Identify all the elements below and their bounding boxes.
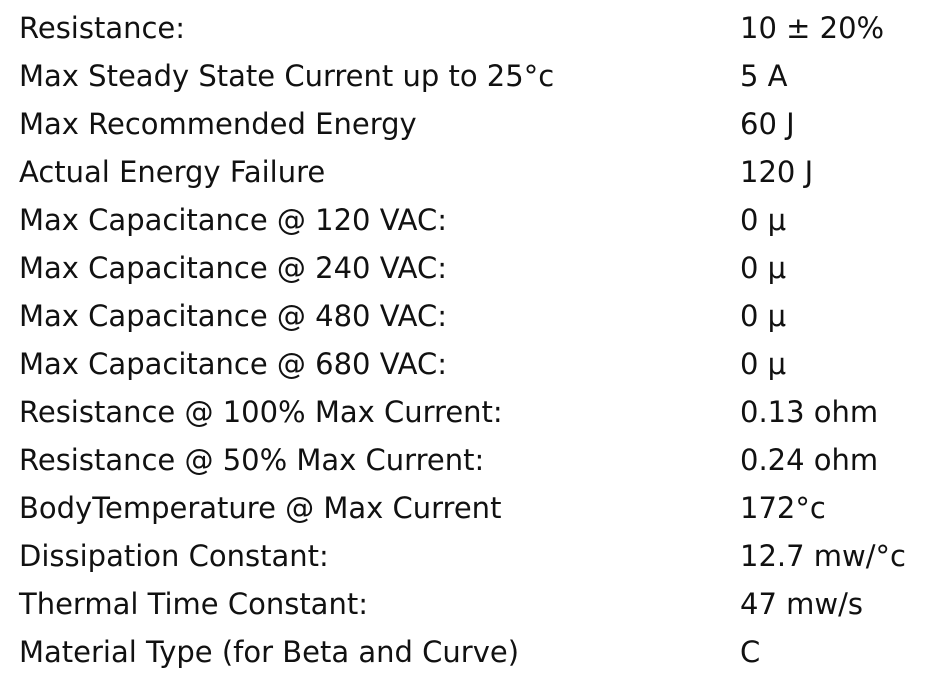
spec-value: 0.24 ohm <box>740 443 879 477</box>
spec-value: 172°c <box>740 491 826 525</box>
spec-label: Actual Energy Failure <box>19 155 326 189</box>
spec-row: Max Capacitance @ 480 VAC: 0 μ <box>0 292 950 340</box>
spec-label: BodyTemperature @ Max Current <box>19 491 502 525</box>
spec-value: 0 μ <box>740 347 787 381</box>
spec-row: BodyTemperature @ Max Current 172°c <box>0 484 950 532</box>
spec-row: Actual Energy Failure 120 J <box>0 148 950 196</box>
spec-label: Dissipation Constant: <box>19 539 329 573</box>
spec-value: 120 J <box>740 155 814 189</box>
spec-label: Max Capacitance @ 120 VAC: <box>19 203 448 237</box>
spec-value: 0 μ <box>740 299 787 333</box>
spec-row: Resistance: 10 ± 20% <box>0 4 950 52</box>
spec-row: Dissipation Constant: 12.7 mw/°c <box>0 532 950 580</box>
spec-label: Max Capacitance @ 480 VAC: <box>19 299 448 333</box>
spec-row: Max Recommended Energy 60 J <box>0 100 950 148</box>
spec-label: Resistance @ 100% Max Current: <box>19 395 503 429</box>
spec-label: Resistance: <box>19 11 186 45</box>
spec-label: Max Capacitance @ 680 VAC: <box>19 347 448 381</box>
spec-label: Material Type (for Beta and Curve) <box>19 635 520 669</box>
spec-row: Max Capacitance @ 240 VAC: 0 μ <box>0 244 950 292</box>
spec-value: 0 μ <box>740 251 787 285</box>
spec-value: 60 J <box>740 107 795 141</box>
spec-label: Thermal Time Constant: <box>19 587 368 621</box>
spec-value: C <box>740 635 761 669</box>
spec-row: Max Capacitance @ 680 VAC: 0 μ <box>0 340 950 388</box>
spec-label: Resistance @ 50% Max Current: <box>19 443 485 477</box>
spec-row: Max Capacitance @ 120 VAC: 0 μ <box>0 196 950 244</box>
spec-value: 0 μ <box>740 203 787 237</box>
spec-value: 12.7 mw/°c <box>740 539 906 573</box>
spec-label: Max Capacitance @ 240 VAC: <box>19 251 448 285</box>
spec-label: Max Steady State Current up to 25°c <box>19 59 555 93</box>
spec-label: Max Recommended Energy <box>19 107 417 141</box>
spec-value: 47 mw/s <box>740 587 863 621</box>
spec-value: 10 ± 20% <box>740 11 885 45</box>
spec-row: Resistance @ 100% Max Current: 0.13 ohm <box>0 388 950 436</box>
spec-row: Resistance @ 50% Max Current: 0.24 ohm <box>0 436 950 484</box>
spec-value: 0.13 ohm <box>740 395 879 429</box>
spec-row: Material Type (for Beta and Curve) C <box>0 628 950 676</box>
spec-row: Max Steady State Current up to 25°c 5 A <box>0 52 950 100</box>
spec-row: Thermal Time Constant: 47 mw/s <box>0 580 950 628</box>
spec-value: 5 A <box>740 59 788 93</box>
